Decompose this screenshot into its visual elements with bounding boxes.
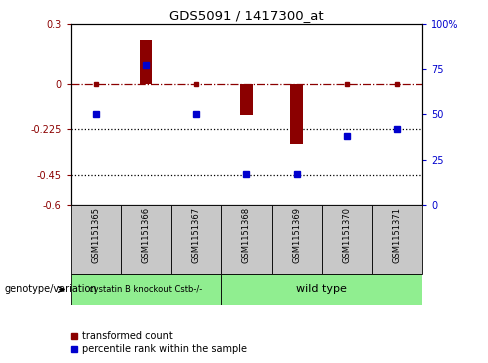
Title: GDS5091 / 1417300_at: GDS5091 / 1417300_at [169, 9, 324, 23]
Bar [372, 205, 422, 274]
Bar [222, 274, 422, 305]
Bar [322, 205, 372, 274]
Text: GSM1151368: GSM1151368 [242, 207, 251, 263]
Text: cystatin B knockout Cstb-/-: cystatin B knockout Cstb-/- [89, 285, 203, 294]
Text: GSM1151370: GSM1151370 [342, 207, 351, 263]
Bar [290, 84, 303, 144]
Text: GSM1151371: GSM1151371 [392, 207, 402, 263]
Bar [71, 274, 222, 305]
Text: GSM1151369: GSM1151369 [292, 207, 301, 263]
Bar [271, 205, 322, 274]
Text: GSM1151366: GSM1151366 [142, 207, 151, 263]
Text: wild type: wild type [296, 285, 347, 294]
Text: GSM1151367: GSM1151367 [192, 207, 201, 263]
Text: genotype/variation: genotype/variation [5, 285, 98, 294]
Bar [240, 84, 253, 115]
Bar [140, 40, 152, 84]
Bar [121, 205, 171, 274]
Bar [171, 205, 222, 274]
Bar [71, 205, 121, 274]
Bar [222, 205, 271, 274]
Legend: transformed count, percentile rank within the sample: transformed count, percentile rank withi… [66, 327, 251, 358]
Text: GSM1151365: GSM1151365 [91, 207, 101, 263]
